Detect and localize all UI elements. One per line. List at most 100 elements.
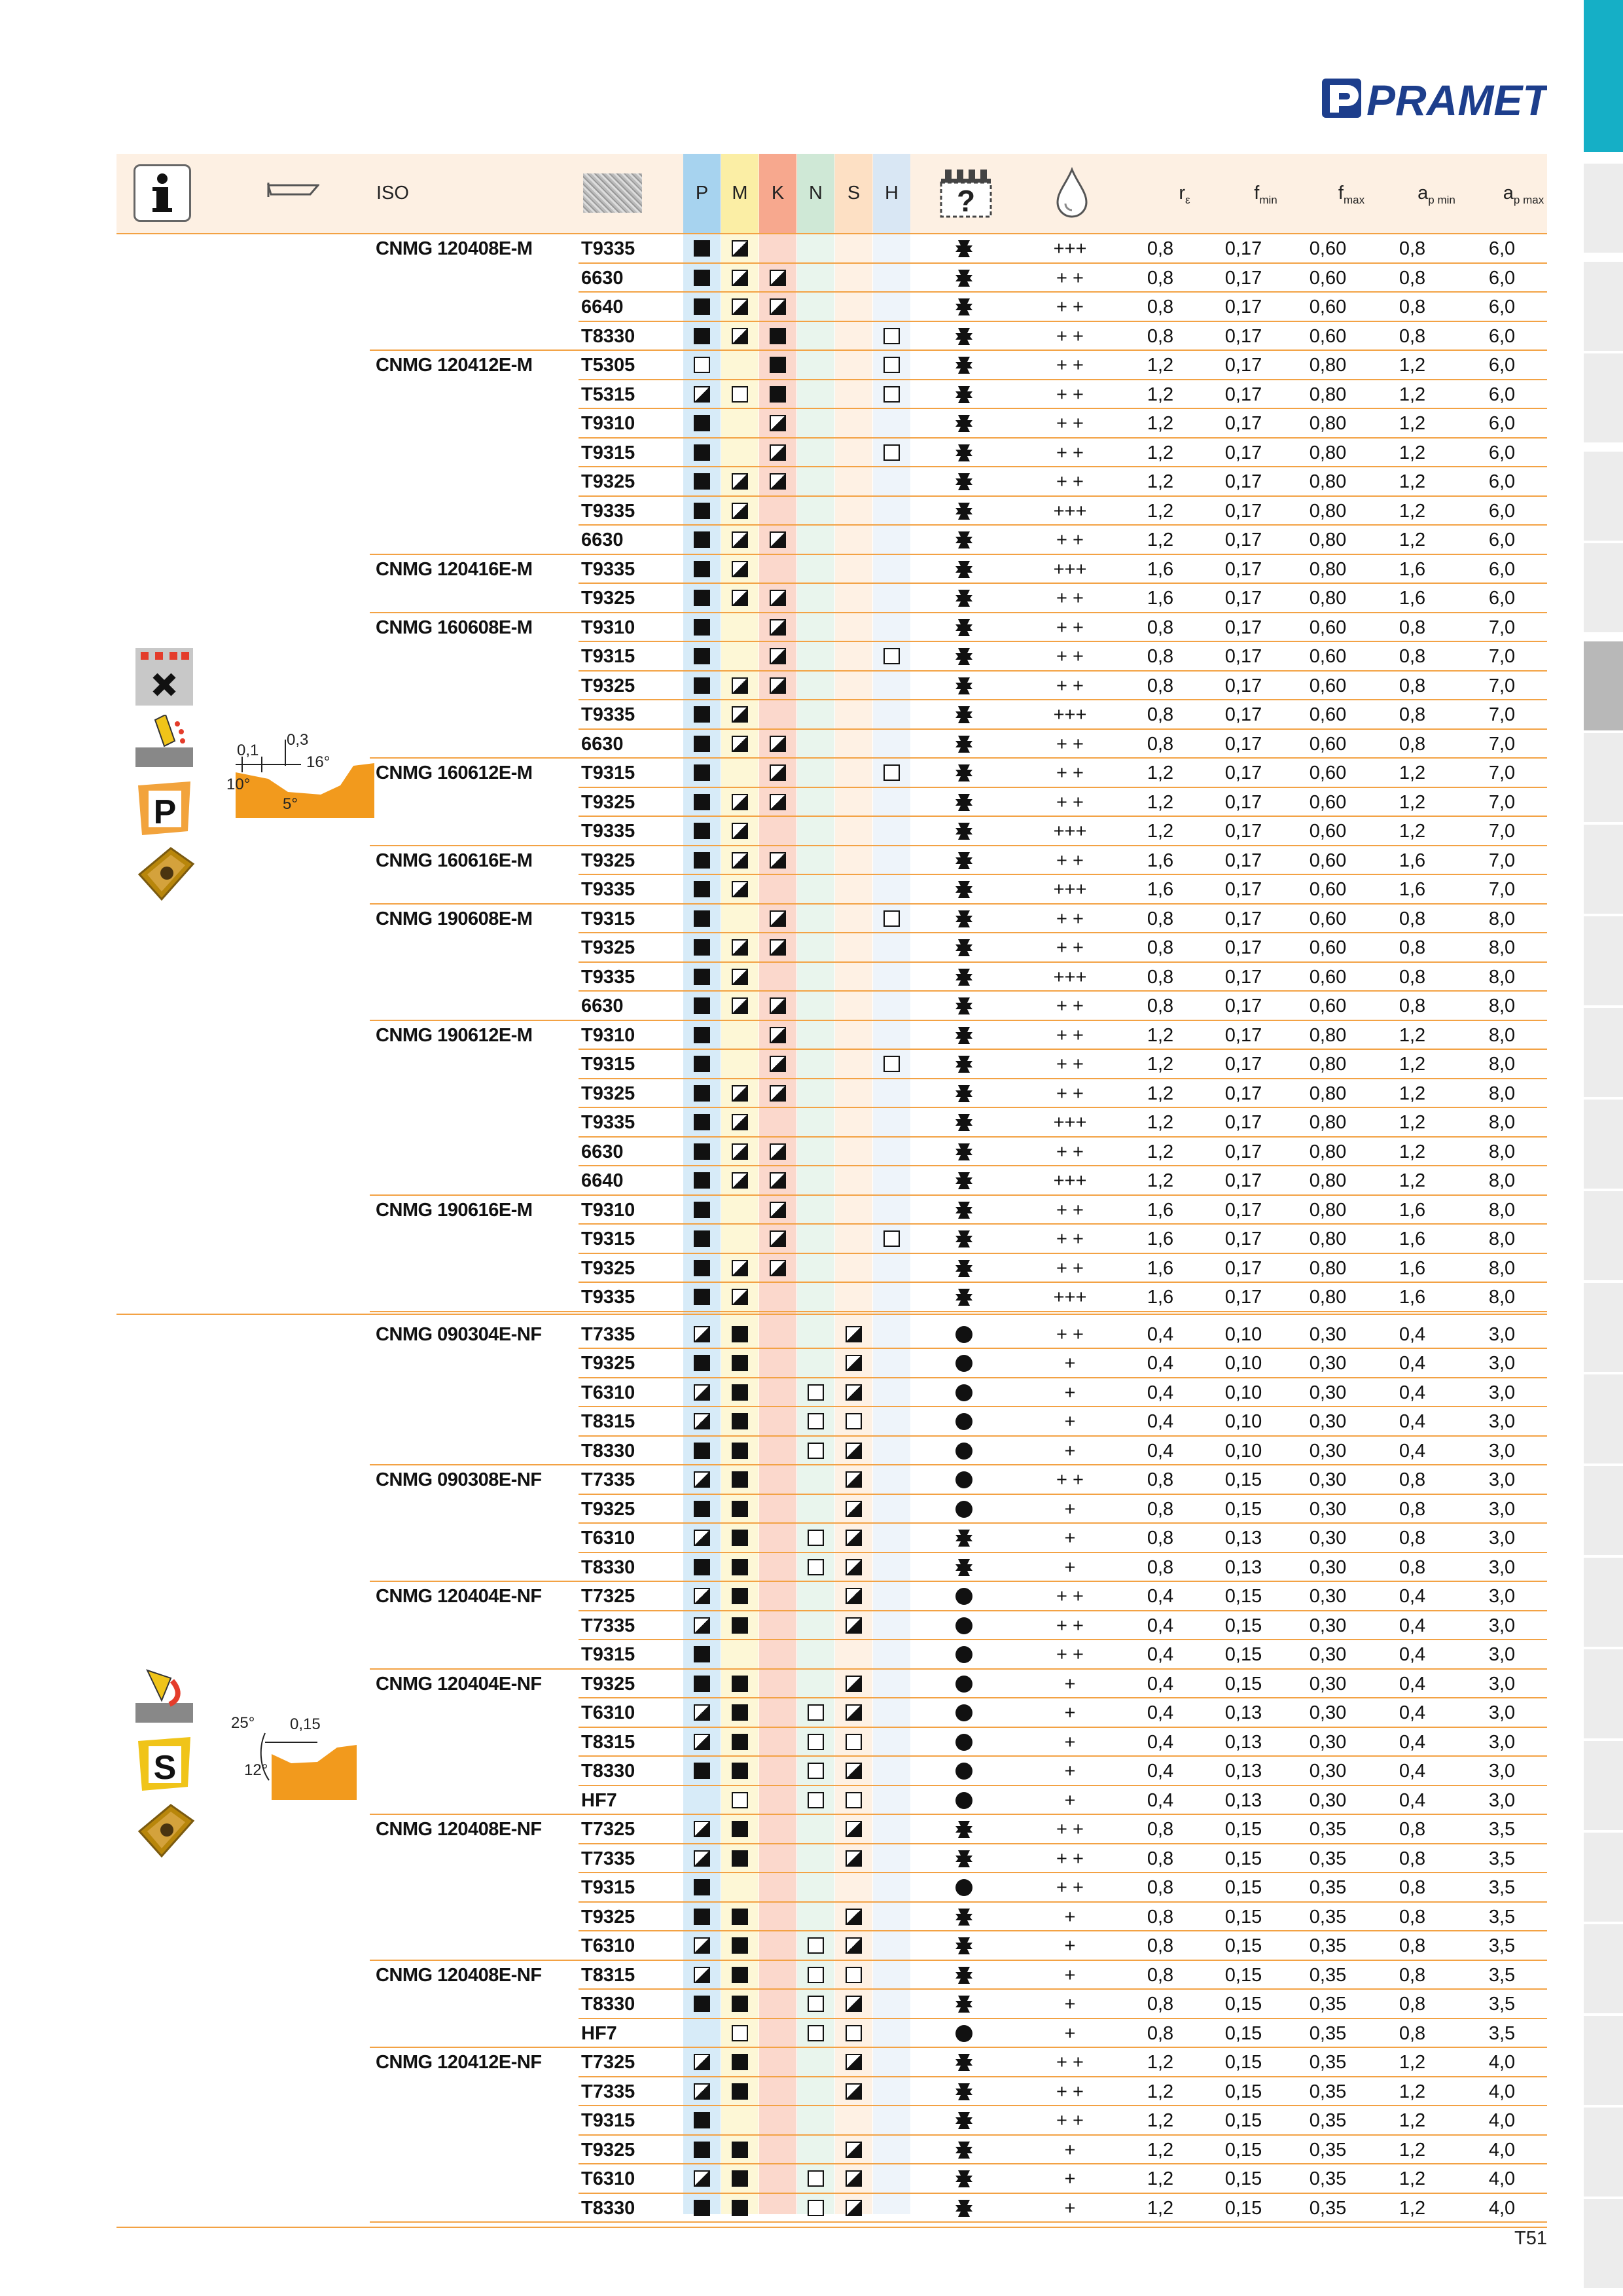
corner-radius: 0,8 — [1147, 325, 1174, 347]
depth-min: 0,4 — [1399, 1702, 1426, 1723]
suitability-h-empty — [883, 764, 900, 781]
suitability-m-full — [732, 1558, 748, 1575]
corner-radius: 1,2 — [1147, 1054, 1174, 1075]
suitability-p-full — [694, 793, 710, 810]
iso-code: CNMG 190608E-M — [376, 908, 533, 929]
table-row: T9335 +++ 0,8 0,17 0,60 0,8 7,0 — [0, 700, 1584, 730]
row-divider — [579, 932, 1547, 933]
suitability-k-half — [770, 910, 786, 927]
chipbreaker-clover-icon — [954, 2169, 974, 2189]
depth-min: 0,8 — [1399, 1877, 1426, 1898]
corner-radius: 0,4 — [1147, 1731, 1174, 1753]
feed-min: 0,17 — [1224, 996, 1262, 1016]
suitability-s-empty — [846, 1966, 862, 1983]
corner-radius: 0,8 — [1147, 1994, 1174, 2015]
row-divider — [370, 1581, 1547, 1582]
edge-security: +++ — [1053, 1287, 1087, 1308]
feed-max: 0,30 — [1309, 1411, 1347, 1432]
row-divider — [579, 1406, 1547, 1407]
suitability-k-half — [770, 648, 786, 664]
feed-min: 0,15 — [1224, 1615, 1262, 1636]
suitability-p-half — [694, 2170, 710, 2187]
grade-code: T5315 — [581, 384, 635, 405]
side-tab[interactable] — [1584, 733, 1623, 822]
row-divider — [579, 1282, 1547, 1283]
edge-security: +++ — [1053, 558, 1087, 580]
side-tab[interactable] — [1584, 2016, 1623, 2105]
feed-min: 0,15 — [1224, 1586, 1262, 1607]
side-tab[interactable] — [1584, 543, 1623, 632]
depth-min: 0,8 — [1399, 704, 1426, 725]
depth-max: 3,0 — [1488, 1586, 1516, 1607]
edge-security: + + — [1056, 1229, 1084, 1249]
suitability-p-full — [694, 560, 710, 577]
suitability-m-full — [732, 1384, 748, 1401]
feed-min: 0,15 — [1224, 1935, 1262, 1956]
grade-code: T9335 — [581, 879, 635, 900]
depth-max: 3,0 — [1488, 1673, 1516, 1695]
side-tab[interactable] — [1584, 1741, 1623, 1830]
iso-code: CNMG 120408E-NF — [376, 1819, 542, 1840]
suitability-s-empty — [846, 1413, 862, 1429]
chipbreaker-clover-icon — [954, 2140, 974, 2160]
suitability-p-full — [694, 1230, 710, 1247]
feed-max: 0,60 — [1309, 296, 1347, 317]
cutting-edge-geometry-nf: 25° 0,15 12° — [226, 1708, 363, 1800]
side-tab[interactable] — [1584, 1100, 1623, 1189]
corner-radius: 1,6 — [1147, 1287, 1174, 1308]
table-row: T9315 + + 1,2 0,17 0,80 1,2 8,0 — [0, 1050, 1584, 1079]
edge-security: + + — [1056, 733, 1084, 755]
depth-min: 0,8 — [1399, 733, 1426, 755]
side-tab[interactable] — [1584, 641, 1623, 730]
side-tab[interactable] — [1584, 1833, 1623, 1922]
feed-min: 0,17 — [1224, 879, 1262, 900]
depth-max: 3,0 — [1488, 1761, 1516, 1782]
side-tab[interactable] — [1584, 353, 1623, 442]
suitability-p-full — [694, 1201, 710, 1218]
row-divider — [579, 2163, 1547, 2164]
material-band-s — [835, 154, 872, 2214]
side-tab[interactable] — [1584, 1649, 1623, 1738]
side-tab[interactable] — [1584, 0, 1623, 152]
depth-min: 1,2 — [1399, 529, 1426, 550]
chipbreaker-clover-icon — [954, 1200, 974, 1220]
side-tab[interactable] — [1584, 1283, 1623, 1372]
param-fmax-header: fmax — [1338, 183, 1365, 206]
grade-code: HF7 — [581, 2022, 617, 2044]
edge-security: + + — [1056, 1586, 1084, 1607]
side-tab[interactable] — [1584, 825, 1623, 914]
side-tab[interactable] — [1584, 1008, 1623, 1097]
table-row: T9325 + + 1,2 0,17 0,80 1,2 8,0 — [0, 1079, 1584, 1108]
grade-code: T6310 — [581, 1382, 635, 1403]
feed-max: 0,60 — [1309, 646, 1347, 667]
suitability-m-half — [732, 881, 748, 897]
side-tab[interactable] — [1584, 452, 1623, 541]
suitability-m-full — [732, 1325, 748, 1342]
depth-max: 3,5 — [1488, 1819, 1516, 1840]
side-tab[interactable] — [1584, 1558, 1623, 1647]
grade-code: T5305 — [581, 355, 635, 376]
side-tab[interactable] — [1584, 2108, 1623, 2197]
row-divider — [579, 1223, 1547, 1225]
row-divider — [579, 524, 1547, 526]
grade-code: T9325 — [581, 1083, 635, 1104]
depth-max: 4,0 — [1488, 2081, 1516, 2102]
side-tab[interactable] — [1584, 164, 1623, 253]
depth-max: 7,0 — [1488, 850, 1516, 871]
side-tab[interactable] — [1584, 262, 1623, 351]
corner-radius: 1,2 — [1147, 821, 1174, 842]
side-tab[interactable] — [1584, 1466, 1623, 1555]
table-row: CNMG 120412E-M T5305 + + 1,2 0,17 0,80 1,2 6,0 — [0, 351, 1584, 380]
table-row: T9335 +++ 1,2 0,17 0,80 1,2 6,0 — [0, 497, 1584, 526]
grade-code: T6310 — [581, 2168, 635, 2189]
side-tab[interactable] — [1584, 916, 1623, 1005]
feed-min: 0,17 — [1224, 1054, 1262, 1075]
feed-max: 0,35 — [1309, 1964, 1347, 1986]
chipbreaker-clover-icon — [954, 239, 974, 259]
depth-max: 4,0 — [1488, 2052, 1516, 2073]
side-tab[interactable] — [1584, 1374, 1623, 1463]
side-tab[interactable] — [1584, 2199, 1623, 2288]
side-tab[interactable] — [1584, 1191, 1623, 1280]
side-tab[interactable] — [1584, 1924, 1623, 2013]
depth-max: 3,0 — [1488, 1440, 1516, 1462]
